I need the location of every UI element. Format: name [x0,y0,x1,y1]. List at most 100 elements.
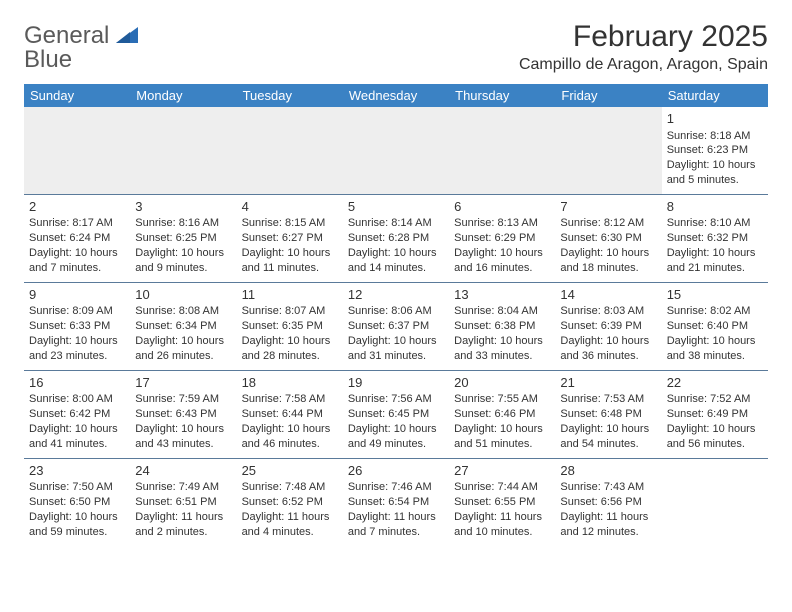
day-number: 24 [135,462,231,480]
sunset-line: Sunset: 6:45 PM [348,407,444,422]
calendar-cell: 23Sunrise: 7:50 AMSunset: 6:50 PMDayligh… [24,458,130,545]
weekday-header: Friday [555,84,661,107]
sunset-line: Sunset: 6:33 PM [29,319,125,334]
day-number: 20 [454,374,550,392]
day-number: 23 [29,462,125,480]
sunrise-line: Sunrise: 8:08 AM [135,304,231,319]
sunrise-line: Sunrise: 8:17 AM [29,216,125,231]
daylight-line: Daylight: 10 hours and 18 minutes. [560,246,656,276]
sunrise-line: Sunrise: 7:43 AM [560,480,656,495]
day-number: 27 [454,462,550,480]
calendar-cell: 22Sunrise: 7:52 AMSunset: 6:49 PMDayligh… [662,370,768,458]
triangle-icon [116,30,138,47]
sunrise-line: Sunrise: 8:13 AM [454,216,550,231]
day-number: 16 [29,374,125,392]
calendar-cell: 18Sunrise: 7:58 AMSunset: 6:44 PMDayligh… [237,370,343,458]
calendar-cell [343,107,449,194]
calendar-cell: 16Sunrise: 8:00 AMSunset: 6:42 PMDayligh… [24,370,130,458]
calendar-cell: 12Sunrise: 8:06 AMSunset: 6:37 PMDayligh… [343,282,449,370]
weekday-header: Saturday [662,84,768,107]
daylight-line: Daylight: 11 hours and 10 minutes. [454,510,550,540]
logo: General Blue [24,24,138,72]
sunrise-line: Sunrise: 8:02 AM [667,304,763,319]
daylight-line: Daylight: 10 hours and 9 minutes. [135,246,231,276]
sunset-line: Sunset: 6:27 PM [242,231,338,246]
sunrise-line: Sunrise: 7:53 AM [560,392,656,407]
sunset-line: Sunset: 6:28 PM [348,231,444,246]
daylight-line: Daylight: 10 hours and 51 minutes. [454,422,550,452]
day-number: 13 [454,286,550,304]
calendar-cell [449,107,555,194]
calendar-row: 23Sunrise: 7:50 AMSunset: 6:50 PMDayligh… [24,458,768,545]
calendar-cell: 27Sunrise: 7:44 AMSunset: 6:55 PMDayligh… [449,458,555,545]
calendar-cell [130,107,236,194]
logo-word2: Blue [24,46,72,73]
daylight-line: Daylight: 10 hours and 11 minutes. [242,246,338,276]
day-number: 28 [560,462,656,480]
calendar-cell [555,107,661,194]
daylight-line: Daylight: 10 hours and 7 minutes. [29,246,125,276]
calendar-row: 16Sunrise: 8:00 AMSunset: 6:42 PMDayligh… [24,370,768,458]
title-block: February 2025 Campillo de Aragon, Aragon… [519,20,768,74]
day-number: 25 [242,462,338,480]
calendar-body: 1Sunrise: 8:18 AMSunset: 6:23 PMDaylight… [24,107,768,546]
sunset-line: Sunset: 6:24 PM [29,231,125,246]
daylight-line: Daylight: 10 hours and 26 minutes. [135,334,231,364]
day-number: 6 [454,198,550,216]
sunset-line: Sunset: 6:37 PM [348,319,444,334]
calendar-cell: 9Sunrise: 8:09 AMSunset: 6:33 PMDaylight… [24,282,130,370]
sunset-line: Sunset: 6:29 PM [454,231,550,246]
header: General Blue February 2025 Campillo de A… [24,20,768,74]
calendar-cell: 17Sunrise: 7:59 AMSunset: 6:43 PMDayligh… [130,370,236,458]
logo-word1: General [24,22,109,49]
calendar-row: 1Sunrise: 8:18 AMSunset: 6:23 PMDaylight… [24,107,768,194]
logo-text: General Blue [24,24,138,72]
sunrise-line: Sunrise: 7:50 AM [29,480,125,495]
location: Campillo de Aragon, Aragon, Spain [519,56,768,74]
sunset-line: Sunset: 6:51 PM [135,495,231,510]
sunrise-line: Sunrise: 8:04 AM [454,304,550,319]
calendar-cell: 4Sunrise: 8:15 AMSunset: 6:27 PMDaylight… [237,194,343,282]
day-number: 26 [348,462,444,480]
sunset-line: Sunset: 6:42 PM [29,407,125,422]
sunset-line: Sunset: 6:40 PM [667,319,763,334]
calendar-cell: 5Sunrise: 8:14 AMSunset: 6:28 PMDaylight… [343,194,449,282]
daylight-line: Daylight: 10 hours and 21 minutes. [667,246,763,276]
daylight-line: Daylight: 10 hours and 5 minutes. [667,158,763,188]
day-number: 17 [135,374,231,392]
sunrise-line: Sunrise: 7:44 AM [454,480,550,495]
daylight-line: Daylight: 10 hours and 43 minutes. [135,422,231,452]
sunrise-line: Sunrise: 7:55 AM [454,392,550,407]
day-number: 21 [560,374,656,392]
day-number: 1 [667,110,763,128]
calendar-cell: 25Sunrise: 7:48 AMSunset: 6:52 PMDayligh… [237,458,343,545]
sunset-line: Sunset: 6:39 PM [560,319,656,334]
sunset-line: Sunset: 6:48 PM [560,407,656,422]
calendar-cell: 10Sunrise: 8:08 AMSunset: 6:34 PMDayligh… [130,282,236,370]
calendar-cell: 21Sunrise: 7:53 AMSunset: 6:48 PMDayligh… [555,370,661,458]
sunrise-line: Sunrise: 8:12 AM [560,216,656,231]
calendar-cell: 14Sunrise: 8:03 AMSunset: 6:39 PMDayligh… [555,282,661,370]
sunset-line: Sunset: 6:32 PM [667,231,763,246]
calendar-cell: 19Sunrise: 7:56 AMSunset: 6:45 PMDayligh… [343,370,449,458]
page-title: February 2025 [519,20,768,54]
sunrise-line: Sunrise: 8:16 AM [135,216,231,231]
day-number: 7 [560,198,656,216]
weekday-header: Sunday [24,84,130,107]
daylight-line: Daylight: 10 hours and 23 minutes. [29,334,125,364]
sunset-line: Sunset: 6:49 PM [667,407,763,422]
sunset-line: Sunset: 6:34 PM [135,319,231,334]
calendar-cell [237,107,343,194]
daylight-line: Daylight: 10 hours and 56 minutes. [667,422,763,452]
day-number: 8 [667,198,763,216]
calendar-cell [24,107,130,194]
sunrise-line: Sunrise: 8:09 AM [29,304,125,319]
sunset-line: Sunset: 6:43 PM [135,407,231,422]
day-number: 15 [667,286,763,304]
sunrise-line: Sunrise: 7:59 AM [135,392,231,407]
day-number: 4 [242,198,338,216]
sunrise-line: Sunrise: 7:49 AM [135,480,231,495]
day-number: 22 [667,374,763,392]
sunset-line: Sunset: 6:23 PM [667,143,763,158]
sunset-line: Sunset: 6:55 PM [454,495,550,510]
